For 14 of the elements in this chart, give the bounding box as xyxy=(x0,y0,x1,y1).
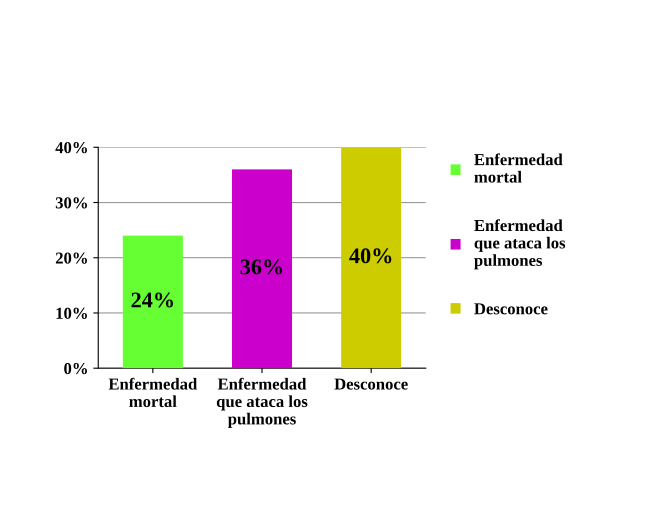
y-tick-label: 10% xyxy=(56,308,87,319)
x-tick-label: Desconoce xyxy=(334,378,408,390)
legend-label: Enfermedad mortal xyxy=(474,153,563,183)
y-tick-label: 30% xyxy=(56,197,87,209)
data-label: 36% xyxy=(240,259,282,274)
x-tick-label: Enfermedad que ataca los pulmones xyxy=(216,378,308,428)
y-tick-label: 0% xyxy=(64,362,87,374)
legend-label: Desconoce xyxy=(474,303,548,314)
legend-label: Enfermedad que ataca los pulmones xyxy=(474,219,566,270)
y-tick-label: 40% xyxy=(55,142,87,154)
y-tick-label: 20% xyxy=(56,252,87,264)
x-tick-label: Enfermedad mortal xyxy=(108,378,198,408)
data-label: 40% xyxy=(349,248,392,264)
data-label: 24% xyxy=(132,292,173,308)
